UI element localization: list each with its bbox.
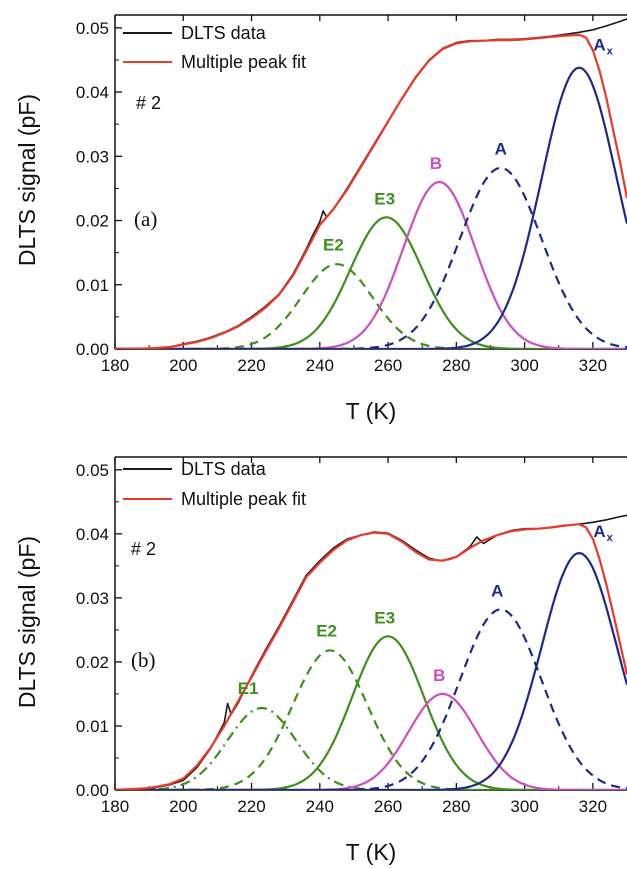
peak-Ax-a — [115, 66, 627, 349]
peak-label-E2-a: E2 — [323, 236, 344, 255]
y-tick-label-b: 0.05 — [76, 461, 109, 480]
y-tick-label-a: 0.04 — [76, 83, 109, 102]
x-axis-label-a: T (K) — [346, 398, 397, 424]
peak-Ax-b — [115, 551, 627, 790]
peak-label-A-b: A — [491, 582, 503, 601]
x-tick-label-b: 180 — [101, 797, 129, 816]
peak-A-b — [115, 608, 627, 790]
peak-A-a — [115, 166, 627, 349]
panel-label-a: (a) — [134, 207, 157, 231]
peak-E3-b — [115, 635, 627, 790]
y-tick-label-b: 0.04 — [76, 525, 109, 544]
y-tick-label-b: 0.02 — [76, 653, 109, 672]
y-tick-label-a: 0.02 — [76, 212, 109, 231]
x-tick-label-b: 280 — [442, 797, 470, 816]
x-tick-label-b: 200 — [169, 797, 197, 816]
x-tick-label-a: 180 — [101, 356, 129, 375]
panel-b: (b) # 2 T (K) DLTS signal (pF) DLTS data… — [14, 456, 627, 865]
peak-label-E2-b: E2 — [316, 621, 337, 640]
panel-label-b: (b) — [131, 648, 156, 672]
legend-b: DLTS data Multiple peak fit — [123, 459, 306, 509]
x-tick-label-b: 320 — [579, 797, 607, 816]
y-tick-label-a: 0.00 — [76, 340, 109, 359]
x-tick-label-b: 300 — [510, 797, 538, 816]
peak-B-a — [115, 180, 627, 349]
x-tick-label-a: 280 — [442, 356, 470, 375]
legend-label-data-a: DLTS data — [181, 23, 267, 43]
x-tick-label-a: 260 — [374, 356, 402, 375]
y-tick-label-a: 0.03 — [76, 147, 109, 166]
series-multiple-peak-fit-b — [115, 523, 627, 790]
peak-label-B-b: B — [433, 666, 445, 685]
y-tick-label-b: 0.01 — [76, 717, 109, 736]
peak-E2-a — [115, 263, 627, 349]
peak-B-b — [115, 692, 627, 790]
x-axis-label-b: T (K) — [346, 839, 397, 865]
legend-label-data-b: DLTS data — [181, 459, 267, 479]
legend-label-fit-a: Multiple peak fit — [181, 52, 306, 72]
peak-E1-b — [115, 706, 627, 790]
x-tick-label-b: 220 — [237, 797, 265, 816]
x-tick-label-a: 220 — [237, 356, 265, 375]
sample-label-b: # 2 — [131, 539, 156, 559]
sample-label-a: # 2 — [136, 93, 161, 113]
x-tick-label-a: 240 — [306, 356, 334, 375]
y-tick-label-b: 0.03 — [76, 589, 109, 608]
x-tick-label-b: 240 — [306, 797, 334, 816]
y-tick-label-b: 0.00 — [76, 781, 109, 800]
y-axis-label-a: DLTS signal (pF) — [14, 94, 40, 266]
peak-E3-a — [115, 216, 627, 349]
x-tick-label-b: 260 — [374, 797, 402, 816]
legend-label-fit-b: Multiple peak fit — [181, 489, 306, 509]
x-tick-label-a: 200 — [169, 356, 197, 375]
series-multiple-peak-fit-a — [115, 33, 627, 349]
peak-E2-b — [115, 649, 627, 790]
y-tick-label-a: 0.05 — [76, 19, 109, 38]
peak-label-E3-b: E3 — [374, 609, 395, 628]
panel-a: (a) # 2 T (K) DLTS signal (pF) DLTS data… — [14, 14, 627, 424]
y-axis-label-b: DLTS signal (pF) — [14, 536, 40, 708]
y-tick-label-a: 0.01 — [76, 276, 109, 295]
plot-area-b — [115, 514, 627, 790]
plot-area-a — [115, 18, 627, 349]
legend-a: DLTS data Multiple peak fit — [123, 23, 306, 72]
peak-label-E3-a: E3 — [374, 189, 395, 208]
x-tick-label-a: 300 — [510, 356, 538, 375]
peak-label-Ax-b: Ax — [593, 522, 613, 544]
peak-label-A-a: A — [495, 139, 507, 158]
peak-label-E1-b: E1 — [238, 679, 259, 698]
peak-label-Ax-a: Ax — [593, 35, 613, 57]
peak-label-B-a: B — [430, 154, 442, 173]
x-tick-label-a: 320 — [579, 356, 607, 375]
